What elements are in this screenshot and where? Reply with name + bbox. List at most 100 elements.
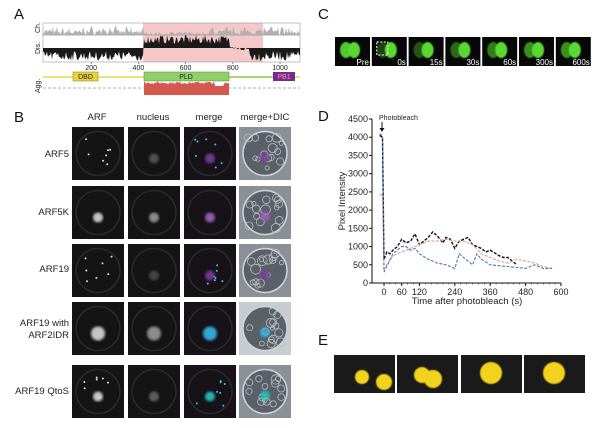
droplet (424, 370, 442, 388)
condensate-dot (85, 138, 88, 141)
frap-frame-600s: 600s (555, 37, 591, 67)
series-line-2 (379, 192, 553, 271)
condensate-dot (102, 159, 105, 162)
cell-texture (274, 328, 284, 338)
cell-texture (261, 382, 269, 390)
fusion-frame-3 (461, 355, 522, 393)
panel-d-chart: Pixel Intensity Time after photobleach (… (337, 114, 569, 307)
cell-outline (131, 189, 177, 236)
frap-frame-30s: 30s (445, 37, 481, 67)
cell-texture (278, 140, 284, 146)
micrograph-r2-arf (72, 186, 124, 239)
frap-frame-300s: 300s (519, 37, 554, 67)
cell-texture (271, 132, 282, 143)
y-tick-label: 1500 (348, 223, 368, 233)
y-tick-label: 4000 (348, 132, 368, 142)
panel-label-a: A (14, 6, 24, 23)
micrograph-r3-merge-dic (239, 244, 291, 297)
cell-texture (273, 196, 282, 204)
frame-time-label: 600s (572, 58, 589, 67)
cell-outline (75, 368, 121, 415)
domain-pld (143, 71, 230, 82)
condensate-dot (220, 162, 223, 165)
condensate-dot (101, 262, 104, 265)
condensate-dot (95, 376, 98, 379)
cell-texture (245, 387, 253, 395)
condensate-dot (95, 276, 98, 279)
cell-texture (270, 248, 281, 259)
frap-frame-pre: Pre (335, 37, 370, 67)
condensate-dot (221, 280, 224, 283)
micrograph-r1-arf (72, 127, 124, 180)
cell-texture (269, 400, 277, 408)
cell-outline (75, 247, 121, 294)
micrograph-r4-merge (184, 302, 236, 355)
condensate-dot (110, 255, 113, 258)
micrograph-r5-merge (184, 365, 236, 418)
condensate-dot (194, 154, 197, 157)
y-tick-label: 3000 (348, 169, 368, 179)
cell-texture (268, 252, 278, 262)
row-label-arf19-with: ARF19 with (20, 318, 69, 329)
cell-texture (259, 257, 265, 263)
condensate-dot (85, 280, 88, 283)
cell-texture (259, 340, 265, 347)
nucleus-signal (91, 326, 105, 341)
cell-texture (273, 204, 280, 211)
aggregation-profile (144, 81, 229, 95)
cell-texture (244, 133, 253, 143)
condensate-right (384, 42, 397, 58)
x-tick-label: 600 (553, 287, 568, 297)
condensate-dot (219, 391, 222, 394)
cell-outline (187, 130, 233, 177)
column-header-merge-dic: merge+DIC (241, 112, 290, 123)
micrograph-r2-nucleus (128, 186, 180, 239)
micrograph-r5-merge-dic (239, 365, 291, 418)
column-header-arf: ARF (88, 112, 107, 123)
condensate-right (568, 42, 581, 58)
nucleus-signal (205, 212, 215, 223)
nucleus-signal (149, 270, 159, 281)
frame-time-label: 15s (430, 58, 443, 67)
y-tick-label: 2000 (348, 205, 368, 215)
cell-outline (131, 305, 177, 352)
condensate-dot (214, 143, 217, 146)
cell-outline (131, 247, 177, 294)
x-tick-label: 240 (447, 287, 462, 297)
condensate-dot (195, 402, 198, 405)
panel-e (334, 355, 585, 393)
micrograph-r2-merge-dic (239, 186, 291, 239)
y-axis-label: Pixel Intensity (337, 171, 348, 230)
condensate-dot (196, 140, 199, 143)
y-tick-label: 2500 (348, 187, 368, 197)
row-label-arf19-qtos: ARF19 QtoS (15, 386, 69, 397)
series-line-1 (379, 134, 518, 266)
row-label-arf5k: ARF5K (38, 207, 69, 218)
cell-texture (277, 384, 286, 393)
tile-background (72, 127, 124, 180)
condensate-dot (215, 269, 218, 272)
condensate-dot (83, 387, 86, 390)
cell-texture (268, 334, 278, 344)
fusion-frame-1 (334, 355, 395, 393)
condensate-dot (106, 163, 109, 166)
x-tick-label: 480 (518, 287, 533, 297)
bleach-region-box (376, 41, 389, 56)
photobleach-arrowhead-icon (379, 128, 385, 132)
nucleus-signal (149, 212, 159, 223)
micrograph-r5-nucleus (128, 365, 180, 418)
fusion-frame-2 (397, 355, 458, 393)
frame-time-label: 60s (503, 58, 516, 67)
cell-texture (273, 310, 282, 319)
x-tick-label: 60 (397, 287, 407, 297)
micrograph-r3-arf (72, 244, 124, 297)
condensate-dot (214, 166, 217, 169)
micrograph-r1-merge-dic (239, 127, 291, 180)
cell-texture (255, 375, 263, 383)
nucleus-signal (260, 211, 270, 222)
cell-texture (245, 200, 254, 209)
nucleus-signal (147, 326, 161, 341)
panel-label-c: C (318, 6, 329, 23)
micrograph-r1-merge (184, 127, 236, 180)
condensate-dot (216, 264, 219, 267)
